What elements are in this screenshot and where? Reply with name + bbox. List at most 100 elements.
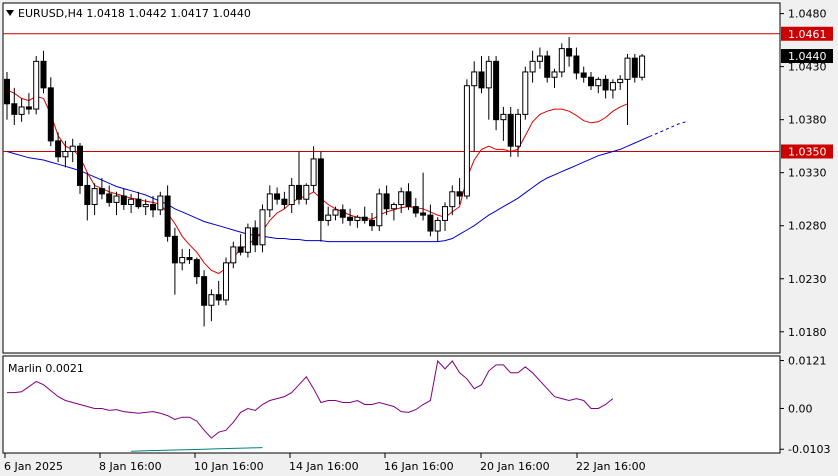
bear-candle xyxy=(252,227,259,246)
bull-candle xyxy=(332,209,339,216)
bear-candle xyxy=(84,184,91,206)
collapse-triangle-icon[interactable] xyxy=(6,10,14,16)
bull-candle xyxy=(624,57,631,80)
bear-candle xyxy=(427,214,434,232)
fast-moving-average xyxy=(6,89,628,275)
bull-candle xyxy=(434,219,441,232)
indicator-plot-area[interactable] xyxy=(2,355,781,454)
bear-candle xyxy=(150,204,156,211)
time-tick-label: 6 Jan 2025 xyxy=(4,460,63,473)
bear-candle xyxy=(186,257,193,261)
level-price-box xyxy=(781,144,833,159)
marlin-tick-label: 0.0121 xyxy=(788,355,827,368)
bull-candle xyxy=(208,294,215,306)
bear-candle xyxy=(40,60,47,89)
bear-candle xyxy=(11,103,18,115)
bull-candle xyxy=(485,60,492,89)
price-tick-label: 1.0380 xyxy=(788,114,827,127)
bear-candle xyxy=(296,184,302,200)
level-price-label: 1.0350 xyxy=(788,145,827,158)
bear-candle xyxy=(47,87,54,142)
bear-candle xyxy=(135,198,142,208)
bear-candle xyxy=(602,78,609,91)
bull-candle xyxy=(522,71,529,115)
bull-candle xyxy=(288,184,295,206)
bear-candle xyxy=(361,216,368,221)
bull-candle xyxy=(463,85,470,197)
time-tick-label: 8 Jan 16:00 xyxy=(99,460,162,473)
bear-candle xyxy=(106,193,113,203)
bull-candle xyxy=(551,71,558,78)
candles xyxy=(4,36,646,327)
slow-moving-average xyxy=(6,121,687,243)
bear-candle xyxy=(383,193,390,210)
bear-candle xyxy=(193,259,200,278)
bear-candle xyxy=(456,191,463,197)
bull-candle xyxy=(442,206,448,221)
bear-candle xyxy=(631,57,638,78)
marlin-oscillator xyxy=(7,359,614,452)
bear-candle xyxy=(412,206,419,214)
bull-candle xyxy=(303,184,310,200)
bull-candle xyxy=(91,188,98,206)
bull-candle xyxy=(376,193,383,227)
bear-candle xyxy=(120,195,127,206)
price-tick-label: 1.0230 xyxy=(788,273,827,286)
price-tick-label: 1.0430 xyxy=(788,61,827,74)
bull-candle xyxy=(128,198,135,206)
marlin-line xyxy=(7,359,614,439)
bull-candle xyxy=(259,209,266,246)
bull-candle xyxy=(449,191,456,208)
last-price-label: 1.0440 xyxy=(788,50,827,63)
bull-candle xyxy=(325,214,332,221)
bull-candle xyxy=(500,113,507,121)
bear-candle xyxy=(478,71,485,89)
main-plot-area[interactable] xyxy=(2,2,781,354)
bull-candle xyxy=(639,55,646,78)
time-tick-label: 10 Jan 16:00 xyxy=(194,460,264,473)
bear-candle xyxy=(369,219,375,227)
last-price-box xyxy=(781,49,833,64)
marlin-tick-label: 0.00 xyxy=(788,402,813,415)
bear-candle xyxy=(317,158,324,221)
level-price-box xyxy=(781,26,833,41)
slow-ma-line xyxy=(6,136,650,243)
slow-ma-line-projection xyxy=(649,121,687,138)
bear-candle xyxy=(25,106,32,110)
bull-candle xyxy=(390,204,397,210)
bear-candle xyxy=(4,78,10,105)
bear-candle xyxy=(171,235,178,264)
chart-title: EURUSD,H4 1.0418 1.0442 1.0417 1.0440 xyxy=(18,7,251,20)
time-tick-label: 16 Jan 16:00 xyxy=(384,460,454,473)
bull-candle xyxy=(536,55,543,62)
bear-candle xyxy=(98,188,105,195)
bear-candle xyxy=(339,209,346,218)
bear-candle xyxy=(493,60,500,121)
marlin-signal-line xyxy=(131,447,263,452)
bull-candle xyxy=(529,60,536,73)
bull-candle xyxy=(398,191,405,206)
bull-candle xyxy=(471,71,478,87)
bull-candle xyxy=(244,227,251,253)
axes: 1.0480 1.0430 1.0380 1.0330 1.0280 1.0230 1.01… xyxy=(4,8,830,473)
bull-candle xyxy=(595,78,602,87)
horizontal-levels[interactable]: 1.0461 1.0350 1.0440 xyxy=(3,26,833,159)
bull-candle xyxy=(18,106,25,115)
time-tick-label: 22 Jan 16:00 xyxy=(576,460,646,473)
bear-candle xyxy=(544,55,551,78)
bear-candle xyxy=(507,113,514,147)
bull-candle xyxy=(113,195,120,203)
bear-candle xyxy=(201,276,208,306)
bull-candle xyxy=(179,257,186,264)
time-tick-label: 20 Jan 16:00 xyxy=(480,460,550,473)
bear-candle xyxy=(566,48,573,57)
bull-candle xyxy=(69,145,76,152)
level-price-label: 1.0461 xyxy=(788,28,827,41)
price-tick-label: 1.0180 xyxy=(788,326,827,339)
price-tick-label: 1.0330 xyxy=(788,167,827,180)
bear-candle xyxy=(281,198,288,206)
bull-candle xyxy=(310,158,317,186)
bull-candle xyxy=(266,193,273,211)
bear-candle xyxy=(55,140,62,158)
